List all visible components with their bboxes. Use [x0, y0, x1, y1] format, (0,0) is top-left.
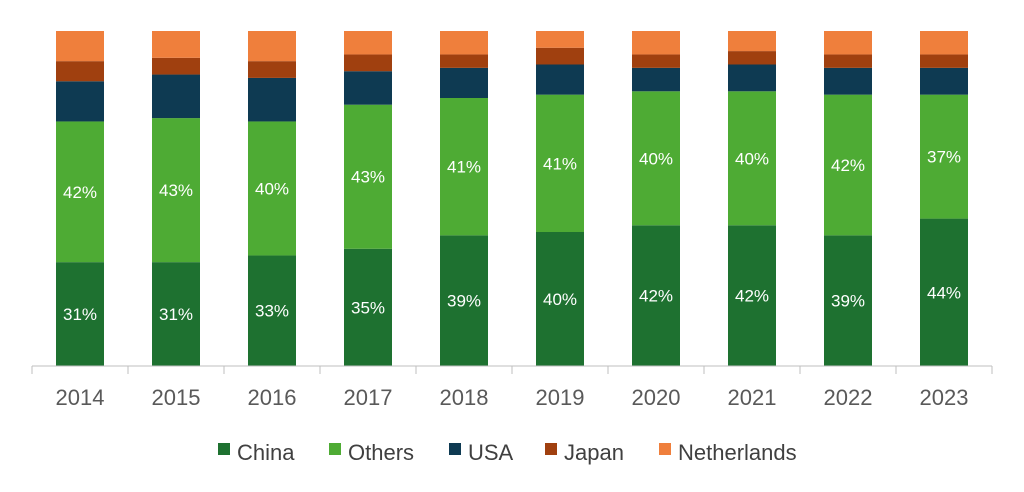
- legend-swatch-others: [329, 443, 341, 455]
- data-label-china-2016: 33%: [255, 302, 289, 321]
- bar-segment-usa-2018: [440, 67, 488, 98]
- legend-swatch-japan: [545, 443, 557, 455]
- bar-segment-china-2016: [248, 255, 296, 366]
- x-tick-label-2022: 2022: [824, 385, 873, 410]
- bar-segment-china-2021: [728, 225, 776, 366]
- bar-segment-usa-2016: [248, 77, 296, 122]
- legend: China Others USA Japan Netherlands: [218, 440, 797, 465]
- bar-segment-china-2020: [632, 225, 680, 366]
- bar-segment-others-2017: [344, 104, 392, 249]
- x-tick-label-2016: 2016: [248, 385, 297, 410]
- bar-segment-others-2016: [248, 121, 296, 256]
- bar-segment-usa-2014: [56, 81, 104, 122]
- bar-segment-usa-2022: [824, 67, 872, 95]
- bar-segment-china-2014: [56, 262, 104, 366]
- bar-segment-others-2018: [440, 98, 488, 236]
- legend-label-japan: Japan: [564, 440, 624, 465]
- legend-label-others: Others: [348, 440, 414, 465]
- legend-label-usa: USA: [468, 440, 514, 465]
- x-tick-label-2017: 2017: [344, 385, 393, 410]
- data-label-others-2015: 43%: [159, 181, 193, 200]
- bar-segment-japan-2020: [632, 54, 680, 68]
- data-label-others-2022: 42%: [831, 156, 865, 175]
- bar-segment-china-2017: [344, 248, 392, 366]
- bar-segment-netherlands-2014: [56, 31, 104, 62]
- x-tick-label-2023: 2023: [920, 385, 969, 410]
- bar-segment-netherlands-2017: [344, 31, 392, 55]
- bar-segment-usa-2015: [152, 74, 200, 119]
- bar-segment-japan-2015: [152, 57, 200, 75]
- bar-segment-others-2021: [728, 91, 776, 226]
- bar-segment-china-2019: [536, 232, 584, 366]
- x-tick-label-2021: 2021: [728, 385, 777, 410]
- data-label-others-2017: 43%: [351, 168, 385, 187]
- data-label-others-2018: 41%: [447, 158, 481, 177]
- data-label-others-2023: 37%: [927, 148, 961, 167]
- data-label-china-2015: 31%: [159, 305, 193, 324]
- data-label-others-2016: 40%: [255, 179, 289, 198]
- bars-group: [56, 31, 968, 366]
- bar-segment-japan-2016: [248, 61, 296, 78]
- x-tick-label-2014: 2014: [56, 385, 105, 410]
- bar-segment-japan-2019: [536, 47, 584, 65]
- bar-segment-netherlands-2022: [824, 31, 872, 55]
- data-label-china-2014: 31%: [63, 305, 97, 324]
- x-tick-label-2019: 2019: [536, 385, 585, 410]
- bar-segment-others-2022: [824, 94, 872, 236]
- bar-segment-china-2015: [152, 262, 200, 366]
- legend-label-netherlands: Netherlands: [678, 440, 797, 465]
- legend-swatch-china: [218, 443, 230, 455]
- bar-segment-usa-2017: [344, 71, 392, 105]
- bar-segment-china-2023: [920, 218, 968, 366]
- data-label-china-2018: 39%: [447, 292, 481, 311]
- legend-swatch-usa: [449, 443, 461, 455]
- bar-segment-japan-2023: [920, 54, 968, 68]
- bar-segment-china-2022: [824, 235, 872, 366]
- data-label-others-2020: 40%: [639, 149, 673, 168]
- x-axis: 2014 2015 2016 2017 2018 2019 2020 2021 2022 2023: [31, 365, 993, 410]
- bar-segment-others-2014: [56, 121, 104, 263]
- data-label-china-2021: 42%: [735, 287, 769, 306]
- bar-segment-japan-2014: [56, 61, 104, 82]
- bar-segment-others-2023: [920, 94, 968, 219]
- data-label-china-2023: 44%: [927, 283, 961, 302]
- bar-segment-japan-2022: [824, 54, 872, 68]
- bar-segment-japan-2017: [344, 54, 392, 72]
- x-tick-label-2015: 2015: [152, 385, 201, 410]
- bar-segment-netherlands-2016: [248, 31, 296, 62]
- bar-segment-others-2020: [632, 91, 680, 226]
- x-tick-label-2020: 2020: [632, 385, 681, 410]
- data-label-china-2022: 39%: [831, 292, 865, 311]
- data-label-others-2019: 41%: [543, 154, 577, 173]
- segment-labels-group: 31% 42% 31% 43% 33% 40% 35% 43% 39% 41% 40% 41% 42% 4…: [63, 148, 961, 324]
- bar-segment-usa-2019: [536, 64, 584, 95]
- bar-segment-netherlands-2015: [152, 31, 200, 58]
- bar-segment-usa-2020: [632, 67, 680, 92]
- data-label-others-2014: 42%: [63, 183, 97, 202]
- bar-segment-netherlands-2018: [440, 31, 488, 55]
- bar-segment-others-2019: [536, 94, 584, 233]
- bar-segment-netherlands-2021: [728, 31, 776, 52]
- bar-segment-usa-2023: [920, 67, 968, 95]
- data-label-china-2020: 42%: [639, 287, 673, 306]
- data-label-china-2019: 40%: [543, 290, 577, 309]
- legend-swatch-netherlands: [659, 443, 671, 455]
- bar-segment-china-2018: [440, 235, 488, 366]
- data-label-others-2021: 40%: [735, 149, 769, 168]
- bar-segment-japan-2018: [440, 54, 488, 68]
- bar-segment-netherlands-2020: [632, 31, 680, 55]
- bar-segment-netherlands-2019: [536, 31, 584, 48]
- data-label-china-2017: 35%: [351, 298, 385, 317]
- bar-segment-japan-2021: [728, 51, 776, 65]
- bar-segment-usa-2021: [728, 64, 776, 92]
- x-tick-label-2018: 2018: [440, 385, 489, 410]
- bar-segment-netherlands-2023: [920, 31, 968, 55]
- bar-segment-others-2015: [152, 118, 200, 263]
- legend-label-china: China: [237, 440, 295, 465]
